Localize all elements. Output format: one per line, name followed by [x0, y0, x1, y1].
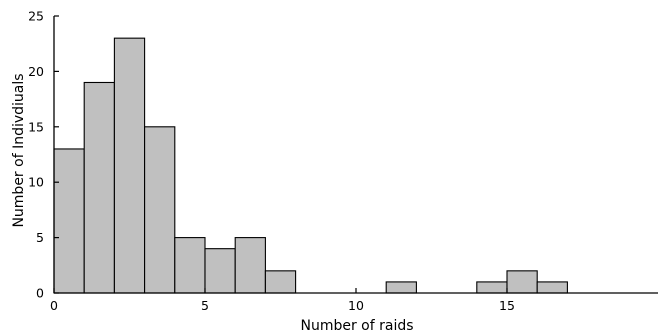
- histogram-bar: [506, 270, 538, 294]
- histogram-bar: [476, 281, 508, 294]
- histogram-bar: [385, 281, 417, 294]
- histogram-bar: [144, 126, 176, 294]
- histogram-bar: [83, 81, 115, 294]
- x-tick-label: 0: [50, 298, 58, 313]
- x-tick-label: 10: [348, 298, 364, 313]
- histogram-bar: [174, 237, 206, 294]
- x-tick-label: 5: [201, 298, 209, 313]
- y-axis-title: Number of Indivdiuals: [11, 73, 27, 227]
- y-tick-label: 20: [28, 64, 44, 79]
- bars-group: [53, 37, 568, 294]
- y-tick-label: 0: [36, 286, 44, 301]
- x-axis-title: Number of raids: [300, 318, 413, 334]
- histogram-bar: [234, 237, 266, 294]
- x-tick-label: 15: [499, 298, 515, 313]
- x-ticks-group: 0 5 10 15: [50, 288, 515, 313]
- histogram-bar: [536, 281, 568, 294]
- histogram-bar: [264, 270, 297, 294]
- y-tick-label: 5: [36, 230, 44, 245]
- histogram-bar: [113, 37, 146, 294]
- y-ticks-group: 0 5 10 15 20 25: [28, 9, 59, 301]
- y-tick-label: 10: [28, 175, 44, 190]
- y-tick-label: 15: [28, 119, 44, 134]
- y-tick-label: 25: [28, 9, 44, 24]
- histogram-bar: [53, 148, 85, 294]
- histogram-bar: [204, 248, 236, 294]
